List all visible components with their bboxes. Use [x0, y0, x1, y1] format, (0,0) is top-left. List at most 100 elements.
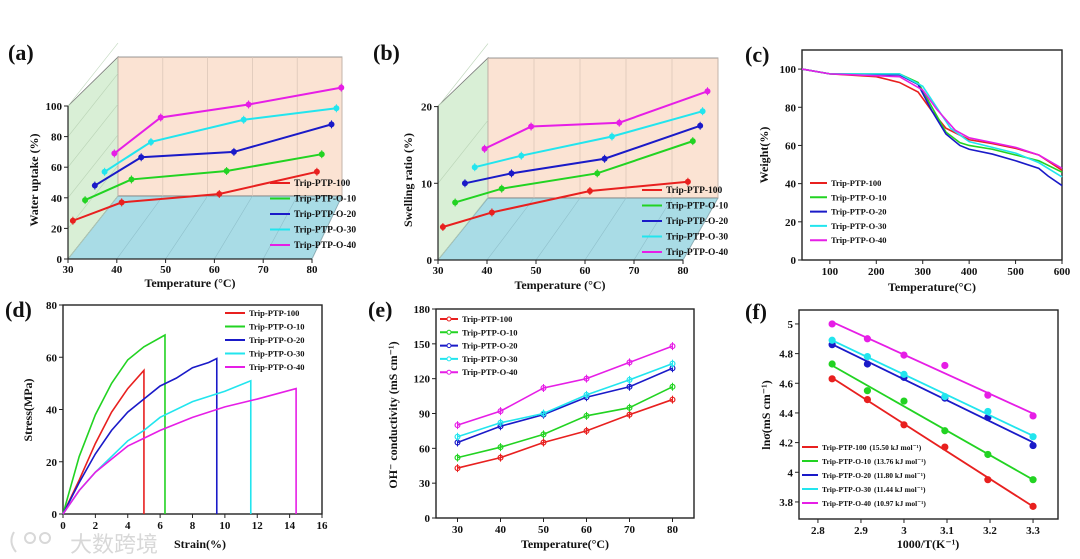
legend-item: Trip-PTP-100 [440, 314, 512, 324]
series-trip-ptp-o-30 [454, 359, 676, 441]
data-point [626, 359, 633, 366]
data-point [669, 396, 676, 403]
legend-name: Trip-PTP-O-30 [822, 485, 871, 494]
legend-label: Trip-PTP-O-10 [462, 327, 518, 337]
data-point [704, 88, 711, 95]
series-trip-ptp-o-10 [828, 360, 1037, 484]
data-point [626, 383, 633, 390]
gridline [535, 197, 581, 261]
data-point [828, 360, 836, 368]
y-tick-label: 4 [788, 467, 794, 479]
series-line [801, 68, 1063, 171]
data-point [157, 114, 164, 121]
watermark: 大数跨境 [70, 533, 158, 558]
legend-item: Trip-PTP-O-30 [440, 354, 518, 364]
gridline [437, 43, 489, 107]
panel-label: (b) [373, 40, 400, 65]
data-point [333, 105, 340, 112]
series-trip-ptp-o-20 [62, 357, 218, 515]
series-trip-ptp-100 [454, 395, 676, 473]
legend-name: Trip-PTP-O-30 [666, 233, 728, 243]
series-trip-ptp-o-10 [62, 333, 166, 515]
data-point [583, 427, 590, 434]
legend-label: Trip-PTP-O-20 [831, 207, 887, 217]
data-point [583, 391, 590, 398]
legend-activation-energy: (13.76 kJ mol⁻¹) [874, 457, 926, 466]
data-point [1029, 441, 1037, 450]
data-point [138, 154, 145, 161]
data-point [216, 190, 223, 197]
data-point [984, 391, 992, 399]
x-tick-label: 200 [868, 266, 885, 278]
panel-c: (c) 100 200 300 400 500 600 0 20 40 60 80 100 Weight(… [745, 42, 1071, 294]
data-point [1029, 502, 1037, 510]
legend-item: Trip-PTP-O-10 [642, 202, 728, 212]
series-trip-ptp-o-30 [101, 104, 340, 176]
data-point [128, 176, 135, 183]
x-tick-label: 40 [482, 265, 494, 277]
data-point [583, 375, 590, 382]
x-tick-label: 14 [284, 520, 296, 532]
data-point [608, 133, 615, 140]
legend-name: Trip-PTP-O-10 [831, 192, 887, 202]
legend-item: Trip-PTP-O-40 [642, 248, 728, 258]
legend-label: Trip-PTP-O-20 [249, 335, 305, 345]
panel-b: (b) 30 40 50 60 70 80 0 10 20 Swelling ratio (%) Te… [373, 40, 728, 292]
data-point [540, 410, 547, 417]
legend-name: Trip-PTP-O-20 [294, 210, 356, 220]
series-line [801, 68, 1063, 187]
x-tick-label: 8 [190, 520, 196, 532]
y-tick-label: 4.4 [779, 408, 793, 420]
data-point [508, 170, 515, 177]
legend-marker [446, 329, 452, 335]
gridline [116, 195, 164, 260]
data-point [240, 116, 247, 123]
data-point [82, 197, 89, 204]
series-line [457, 386, 673, 459]
data-point [1029, 476, 1037, 484]
legend-name: Trip-PTP-O-30 [831, 221, 887, 231]
panel-f: (f) 2.8 2.9 3 3.1 3.2 3.3 3.8 4 4.2 4.4 4.6 4.8 5 lnσ(… [745, 299, 1059, 551]
series-trip-ptp-o-40 [801, 68, 1063, 170]
legend-item: Trip-PTP-100 [225, 308, 299, 318]
data-point [828, 320, 836, 328]
x-tick-label: 30 [452, 524, 464, 536]
legend-label: Trip-PTP-100 [831, 178, 881, 188]
legend-activation-energy: (11.80 kJ mol⁻¹) [874, 471, 926, 480]
data-point [540, 439, 547, 446]
y-tick-label: 80 [785, 102, 797, 114]
legend-name: Trip-PTP-O-10 [249, 322, 305, 332]
series-line [457, 362, 673, 438]
legend-label: Trip-PTP-O-30 [462, 354, 518, 364]
series-trip-ptp-o-20 [91, 120, 335, 190]
data-point [230, 148, 237, 155]
y-tick-label: 100 [46, 101, 63, 113]
x-axis-label: Temperature (°C) [144, 276, 235, 290]
y-tick-label: 0 [427, 255, 433, 267]
data-point [147, 138, 154, 145]
legend-label: Trip-PTP-O-40 [249, 362, 305, 372]
y-tick-label: 40 [785, 179, 797, 191]
panel-e: (e) 30 40 50 60 70 80 0 30 60 90 120 150 180 OH⁻ condu… [368, 297, 695, 551]
series-line [457, 398, 673, 469]
data-point [863, 352, 872, 361]
legend-item: Trip-PTP-O-30 (11.44 kJ mol⁻¹) [802, 485, 926, 494]
data-point [863, 395, 872, 404]
legend-name: Trip-PTP-O-40 [249, 362, 305, 372]
series-line [442, 180, 688, 228]
data-point [118, 199, 125, 206]
legend-item: Trip-PTP-O-10 [810, 192, 887, 202]
watermark-logo-icon [10, 531, 51, 553]
data-point [586, 187, 593, 194]
legend-item: Trip-PTP-O-20 [440, 341, 518, 351]
y-axis-label: Swelling ratio (%) [401, 133, 415, 227]
x-tick-label: 600 [1054, 266, 1071, 278]
y-axis-label: Water uptake (%) [27, 133, 41, 226]
legend-marker [446, 369, 452, 375]
legend-label: Trip-PTP-O-10 [831, 192, 887, 202]
y-axis-label: Weight(%) [757, 127, 771, 184]
data-point [1029, 412, 1037, 420]
series-trip-ptp-100 [439, 177, 691, 232]
y-tick-label: 30 [419, 478, 431, 490]
